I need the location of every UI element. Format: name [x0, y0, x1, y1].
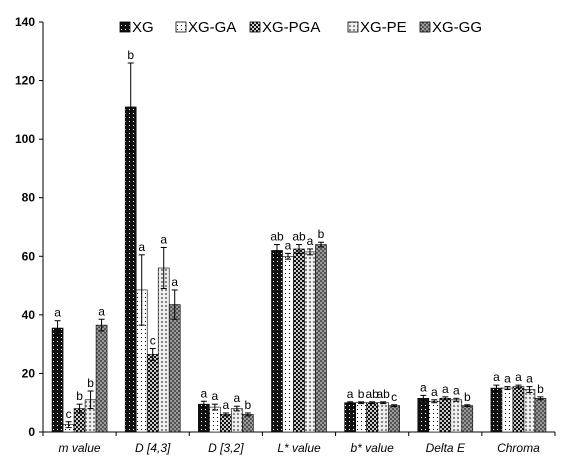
- bar: [388, 405, 400, 433]
- y-tick-label: 20: [22, 366, 36, 380]
- bar: [417, 398, 430, 433]
- significance-letter: a: [234, 391, 241, 405]
- significance-letter: a: [285, 238, 292, 252]
- bar: [501, 387, 514, 433]
- bar: [271, 250, 283, 433]
- y-tick-label: 120: [15, 74, 35, 88]
- bar: [168, 304, 181, 433]
- x-tick-label: Chroma: [497, 441, 540, 455]
- significance-letter: c: [150, 334, 156, 348]
- bar: [512, 386, 525, 433]
- x-tick-label: L* value: [277, 441, 321, 455]
- legend-label: XG-PGA: [262, 19, 320, 36]
- x-tick-label: D [3,2]: [208, 441, 244, 455]
- legend-swatch: [347, 21, 359, 33]
- bar: [428, 400, 441, 433]
- significance-letter: a: [171, 275, 178, 289]
- legend-label: XG-GG: [432, 19, 482, 36]
- significance-letter: a: [98, 304, 105, 318]
- significance-letter: a: [442, 382, 449, 396]
- significance-letter: a: [453, 383, 460, 397]
- y-tick-label: 60: [22, 249, 36, 263]
- bar: [304, 251, 316, 433]
- significance-letter: a: [212, 389, 219, 403]
- significance-letter: b: [358, 387, 365, 401]
- bar: [450, 399, 463, 433]
- bar: [344, 402, 356, 433]
- bar: [220, 414, 232, 433]
- x-tick-label: Delta E: [426, 441, 466, 455]
- bar: [157, 267, 170, 433]
- bar: [198, 403, 210, 433]
- legend-swatch: [175, 21, 187, 33]
- bar: [377, 402, 389, 433]
- significance-letter: a: [493, 370, 500, 384]
- significance-letter: a: [431, 385, 438, 399]
- significance-letter: a: [420, 380, 427, 394]
- bar: [315, 244, 327, 433]
- bar: [490, 387, 503, 433]
- legend-swatch: [119, 21, 131, 33]
- legend-label: XG-PE: [360, 19, 407, 36]
- significance-letter: a: [526, 372, 533, 386]
- significance-letter: ab: [365, 387, 379, 401]
- bar: [366, 402, 378, 433]
- x-tick-label: b* value: [350, 441, 394, 455]
- error-bars: [54, 62, 544, 429]
- significance-letter: b: [76, 389, 83, 403]
- bar: [242, 414, 254, 433]
- bar: [146, 354, 159, 433]
- significance-letter: a: [223, 398, 230, 412]
- y-tick-label: 140: [15, 15, 35, 29]
- bar: [282, 255, 294, 433]
- axes: 0 20 40 60 80 100 120 140 m value D [4,3] D [3,2] L…: [15, 15, 556, 455]
- y-tick-label: 0: [28, 425, 35, 439]
- significance-letter: b: [537, 382, 544, 396]
- significance-letter: ab: [292, 230, 306, 244]
- significance-letter: c: [66, 407, 72, 421]
- y-tick-label: 40: [22, 308, 36, 322]
- significance-letter: a: [138, 240, 145, 254]
- bars: [51, 106, 547, 433]
- bar: [231, 408, 243, 433]
- legend: XG XG-GA XG-PGA XG-PE XG-GG: [119, 19, 482, 36]
- bar: [355, 402, 367, 433]
- bar: [209, 406, 221, 433]
- significance-letter: a: [347, 387, 354, 401]
- significance-letter: a: [54, 306, 61, 320]
- significance-letter: a: [201, 386, 208, 400]
- significance-letter: a: [307, 234, 314, 248]
- legend-swatch: [249, 21, 261, 33]
- bar: [124, 106, 137, 433]
- significance-letter: ab: [376, 387, 390, 401]
- y-tick-label: 100: [15, 132, 35, 146]
- bar: [461, 405, 474, 433]
- significance-letter: ab: [270, 230, 284, 244]
- y-tick-label: 80: [22, 191, 36, 205]
- significance-letter: a: [515, 370, 522, 384]
- bar: [51, 327, 64, 433]
- significance-letter: b: [127, 48, 134, 62]
- bar: [534, 398, 547, 433]
- bar: [293, 248, 305, 433]
- significance-letter: c: [391, 390, 397, 404]
- bar: [523, 389, 536, 433]
- x-tick-label: D [4,3]: [135, 441, 171, 455]
- legend-label: XG: [132, 19, 154, 36]
- legend-label: XG-GA: [188, 19, 236, 36]
- bar: [95, 324, 108, 433]
- significance-letter: a: [504, 372, 511, 386]
- significance-letter: b: [464, 390, 471, 404]
- x-tick-label: m value: [59, 441, 101, 455]
- significance-letter: a: [160, 233, 167, 247]
- significance-letter: b: [87, 376, 94, 390]
- legend-swatch: [419, 21, 431, 33]
- significance-letter: b: [318, 227, 325, 241]
- significance-letter: b: [245, 398, 252, 412]
- bar: [439, 398, 452, 433]
